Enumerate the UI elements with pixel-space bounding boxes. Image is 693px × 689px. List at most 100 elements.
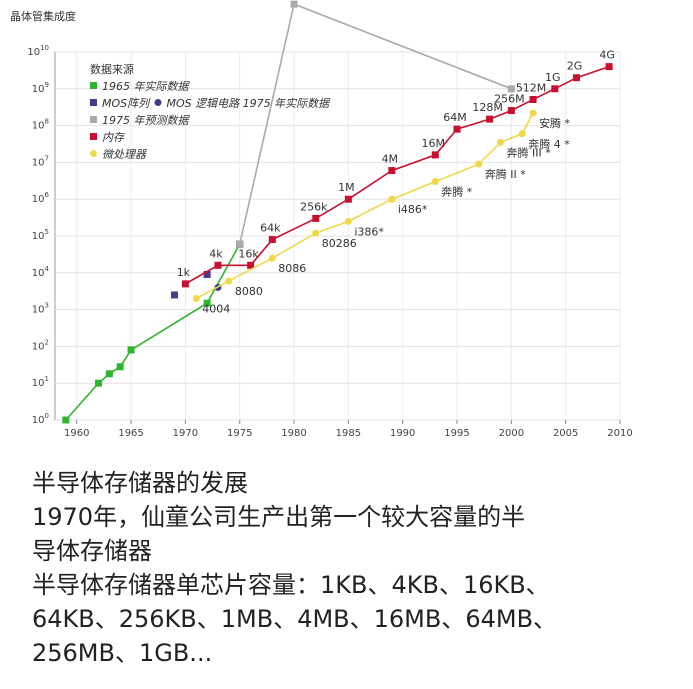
annotation-label: 4004: [202, 303, 230, 316]
legend-entry: MOS阵列: [102, 97, 151, 110]
legend-swatch: [154, 99, 162, 106]
legend-swatch: [90, 99, 97, 106]
data-point: [507, 85, 515, 93]
annotation-label: 1G: [545, 71, 561, 84]
annotation-label: 80286: [322, 237, 357, 250]
annotation-label: 安腾 *: [539, 116, 570, 130]
y-tick-label: 103: [32, 302, 49, 316]
data-point: [225, 277, 233, 285]
annotation-label: 奔腾 4 *: [528, 137, 570, 151]
data-point: [268, 254, 276, 262]
data-point: [388, 195, 396, 203]
y-tick-label: 105: [32, 228, 49, 242]
data-point: [94, 379, 102, 387]
data-point: [344, 195, 352, 203]
annotation-label: 64M: [443, 111, 467, 124]
legend-swatch: [90, 150, 97, 157]
data-point: [529, 95, 537, 103]
annotation-label: 4k: [209, 247, 223, 260]
legend-swatch: [90, 133, 97, 140]
annotation-label: 8080: [235, 285, 263, 298]
annotation-label: 1k: [177, 266, 191, 279]
annotation-label: 64k: [260, 222, 281, 235]
legend-title: 数据来源: [90, 62, 134, 76]
data-point: [431, 178, 439, 186]
annotation-label: 4G: [599, 49, 615, 62]
data-point: [486, 115, 494, 123]
data-point: [127, 346, 135, 354]
data-point: [62, 416, 70, 424]
legend-entry: 1975 年预测数据: [102, 114, 190, 127]
y-tick-label: 104: [32, 265, 50, 279]
annotation-label: 128M: [472, 101, 503, 114]
data-point: [192, 295, 200, 303]
legend-entry: 微处理器: [102, 148, 147, 161]
data-point: [268, 236, 276, 244]
x-tick-label: 1985: [336, 428, 361, 439]
annotation-label: i386*: [354, 225, 384, 238]
annotation-label: 2G: [567, 60, 583, 73]
y-tick-label: 102: [32, 338, 49, 352]
text-line-capacity-end: 256MB、1GB...: [32, 639, 213, 667]
x-tick-label: 2010: [607, 428, 632, 439]
data-point: [507, 107, 515, 115]
data-point: [453, 125, 461, 133]
data-point: [236, 240, 244, 248]
annotation-label: 256M: [494, 93, 525, 106]
y-tick-label: 109: [32, 81, 49, 95]
legend: 数据来源 1965 年实际数据 MOS阵列 MOS 逻辑电路 1975 年实际数据 19…: [90, 62, 331, 161]
text-line-1970: 1970年，仙童公司生产出第一个较大容量的半: [32, 503, 526, 531]
legend-entry: 内存: [102, 131, 126, 144]
x-tick-label: 2005: [553, 428, 578, 439]
data-point: [312, 229, 320, 237]
x-tick-label: 1995: [444, 428, 469, 439]
text-heading: 半导体存储器的发展: [32, 469, 248, 497]
x-tick-label: 1975: [227, 428, 252, 439]
legend-swatch: [90, 82, 97, 89]
data-point: [518, 130, 526, 138]
x-tick-label: 1990: [390, 428, 415, 439]
data-point: [551, 85, 559, 93]
x-tick-label: 2000: [499, 428, 524, 439]
x-tick-label: 1980: [281, 428, 306, 439]
annotation-label: 16M: [422, 137, 446, 150]
annotation-label: 1M: [338, 181, 355, 194]
data-point: [247, 261, 255, 269]
annotation-label: 256k: [300, 200, 328, 213]
y-tick-label: 1010: [27, 44, 49, 58]
y-tick-label: 100: [32, 412, 49, 426]
data-point: [214, 261, 222, 269]
data-point: [290, 0, 298, 8]
text-line-capacity-cont: 64KB、256KB、1MB、4MB、16MB、64MB、: [32, 605, 558, 633]
annotation-label: 16k: [238, 247, 259, 260]
data-point: [181, 280, 189, 288]
y-tick-label: 101: [32, 375, 49, 389]
data-point: [116, 363, 124, 371]
data-point: [388, 167, 396, 175]
data-point: [475, 160, 483, 168]
data-point: [203, 270, 211, 278]
data-point: [529, 109, 537, 117]
legend-swatch: [90, 116, 97, 123]
annotation-label: 奔腾 *: [441, 185, 472, 199]
data-point: [431, 151, 439, 159]
x-tick-label: 1965: [118, 428, 143, 439]
y-tick-label: 108: [32, 118, 49, 132]
text-line-capacity: 半导体存储器单芯片容量：1KB、4KB、16KB、: [32, 571, 550, 599]
legend-entry: MOS 逻辑电路 1975 年实际数据: [167, 97, 332, 110]
legend-entry: 1965 年实际数据: [102, 80, 190, 93]
x-tick-label: 1960: [64, 428, 89, 439]
data-point: [605, 63, 613, 71]
data-point: [105, 370, 113, 378]
data-point: [496, 138, 504, 146]
y-axis-label: 晶体管集成度: [10, 9, 76, 23]
annotation-label: i486*: [398, 203, 428, 216]
data-point: [312, 214, 320, 222]
data-point: [344, 217, 352, 225]
data-point: [573, 74, 581, 82]
y-tick-label: 106: [32, 191, 50, 205]
y-tick-label: 107: [32, 154, 49, 168]
annotation-label: 512M: [516, 81, 547, 94]
transistor-density-chart: 晶体管集成度 100 101 102 103 104 105 106 107 108 109 1010…: [10, 0, 633, 439]
annotation-label: 奔腾 III *: [506, 145, 551, 159]
